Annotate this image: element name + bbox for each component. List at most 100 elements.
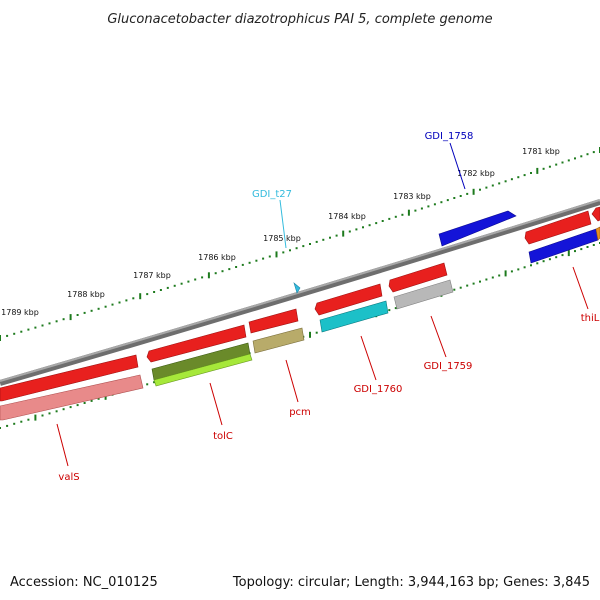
minor-tick — [536, 262, 539, 265]
gene-forward[interactable] — [388, 262, 448, 293]
minor-tick — [268, 255, 271, 258]
major-tick — [34, 414, 37, 421]
accession-text: Accession: NC_010125 — [10, 575, 158, 590]
minor-tick — [41, 414, 44, 417]
minor-tick — [362, 226, 364, 229]
minor-tick — [13, 332, 16, 335]
major-tick — [275, 251, 278, 258]
minor-tick — [485, 278, 488, 281]
gene-pcm[interactable] — [252, 327, 305, 354]
gene-features — [0, 206, 600, 421]
minor-tick — [586, 153, 589, 156]
major-tick — [309, 331, 311, 338]
minor-tick — [146, 383, 149, 386]
minor-tick — [125, 299, 128, 302]
gene-orange[interactable] — [595, 226, 600, 241]
minor-tick — [173, 284, 176, 287]
minor-tick — [472, 282, 475, 285]
major-tick — [536, 167, 539, 174]
minor-tick — [132, 297, 135, 300]
gene-forward[interactable] — [524, 210, 592, 245]
major-tick — [139, 293, 142, 300]
scale-label: 1789 kbp — [1, 308, 39, 317]
minor-tick — [466, 192, 469, 195]
minor-tick — [69, 406, 72, 409]
minor-tick — [580, 155, 583, 158]
minor-tick — [530, 172, 532, 174]
minor-tick — [542, 260, 545, 263]
minor-tick — [262, 257, 265, 260]
minor-tick — [235, 266, 238, 268]
minor-tick — [329, 236, 331, 239]
minor-tick — [153, 291, 156, 293]
label-leaders — [56, 142, 589, 467]
minor-tick — [453, 197, 456, 199]
minor-tick — [561, 254, 564, 257]
gene-label-pcm: pcm — [289, 407, 311, 418]
minor-tick — [348, 230, 351, 233]
minor-tick — [6, 424, 9, 427]
minor-tick — [83, 402, 86, 404]
gene-forward[interactable] — [146, 324, 247, 363]
minor-tick — [282, 251, 285, 254]
minor-tick — [592, 244, 595, 246]
minor-tick — [146, 293, 149, 296]
minor-tick — [433, 203, 436, 206]
minor-tick — [248, 261, 251, 264]
minor-tick — [548, 258, 551, 261]
minor-tick — [523, 174, 526, 177]
minor-tick — [466, 284, 469, 287]
gene-GDI_1760[interactable] — [319, 300, 389, 333]
minor-tick — [517, 176, 520, 179]
minor-tick — [90, 309, 93, 312]
minor-tick — [97, 307, 100, 310]
minor-tick — [166, 286, 169, 289]
major-tick — [472, 188, 475, 195]
minor-tick — [322, 238, 325, 241]
minor-tick — [368, 224, 371, 227]
minor-tick — [20, 330, 23, 333]
minor-tick — [13, 422, 16, 425]
gene-GDI_1758[interactable] — [438, 210, 517, 247]
minor-tick — [459, 195, 462, 197]
minor-tick — [388, 309, 391, 312]
minor-tick — [523, 266, 526, 269]
genome-backbone — [0, 199, 600, 386]
gene-forward[interactable] — [314, 283, 383, 316]
genome-backbone-highlight — [0, 199, 600, 382]
gene-label-thiL: thiL — [581, 313, 600, 324]
gene-valS-reverse[interactable] — [0, 374, 144, 421]
minor-tick — [453, 288, 456, 291]
minor-tick — [159, 289, 162, 291]
gene-forward[interactable] — [591, 206, 600, 222]
scale-label: 1781 kbp — [522, 147, 560, 156]
minor-tick — [180, 282, 183, 285]
gene-GDI_t27-marker[interactable] — [293, 282, 301, 294]
minor-tick — [574, 157, 576, 160]
minor-tick — [214, 272, 217, 275]
minor-tick — [76, 404, 79, 407]
gene-pcm-forward[interactable] — [248, 308, 299, 334]
minor-tick — [315, 240, 318, 243]
minor-tick — [27, 418, 30, 421]
minor-tick — [498, 182, 501, 185]
page-title: Gluconacetobacter diazotrophicus PAI 5, … — [107, 12, 492, 27]
minor-tick — [55, 410, 58, 413]
gene-tolC-lime[interactable] — [153, 353, 253, 387]
major-tick — [342, 230, 345, 237]
minor-tick — [574, 250, 576, 253]
scale-label: 1782 kbp — [457, 169, 495, 178]
scale-label: 1783 kbp — [393, 192, 431, 201]
gene-valS-forward[interactable] — [0, 354, 139, 402]
minor-tick — [381, 220, 384, 222]
gene-GDI_1759[interactable] — [393, 279, 454, 310]
minor-tick — [580, 248, 583, 251]
minor-tick — [48, 322, 51, 325]
minor-tick — [111, 303, 114, 306]
gene-label-tolC: tolC — [213, 431, 233, 442]
minor-tick — [62, 318, 65, 321]
minor-tick — [510, 270, 513, 273]
minor-tick — [76, 314, 79, 316]
major-tick — [567, 250, 570, 257]
minor-tick — [187, 280, 190, 283]
